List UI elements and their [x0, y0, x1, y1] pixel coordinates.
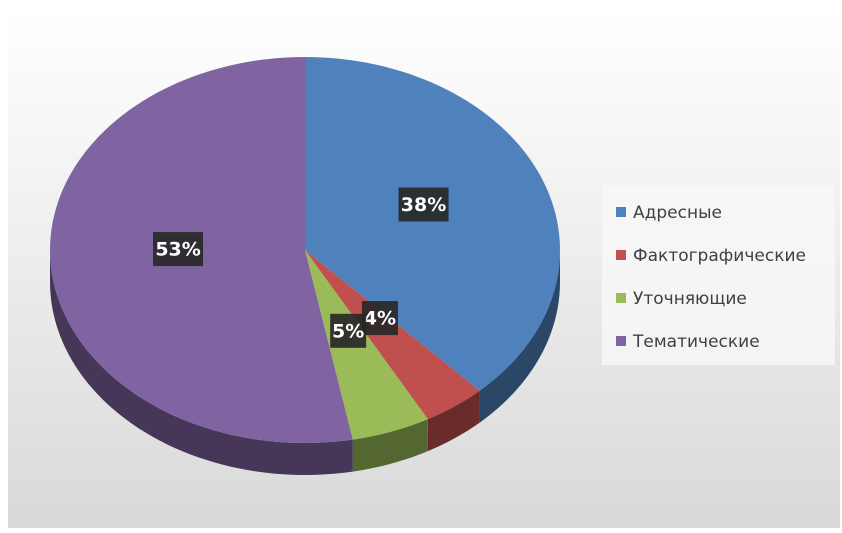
slice-side [50, 250, 353, 475]
data-label-box [153, 232, 204, 267]
data-label-box [330, 313, 367, 348]
legend-label: Уточняющие [633, 289, 747, 309]
legend-swatch [616, 250, 626, 260]
slice-side [479, 250, 560, 423]
legend-label: Фактографические [633, 246, 806, 266]
legend-label: Тематические [632, 332, 760, 352]
slice-side [352, 419, 428, 472]
slice [305, 57, 560, 391]
data-label: 38% [401, 194, 446, 216]
legend-box [602, 185, 835, 365]
legend-label: Адресные [633, 203, 722, 223]
legend-swatch [616, 207, 626, 217]
legend-swatch [616, 336, 626, 346]
data-label: 53% [155, 239, 200, 261]
slice-side [427, 390, 480, 452]
legend-swatch [616, 293, 626, 303]
slice [305, 250, 428, 440]
data-label-box [398, 187, 449, 222]
data-label: 5% [332, 320, 364, 342]
data-label: 4% [364, 308, 396, 330]
data-label-box [361, 301, 398, 336]
